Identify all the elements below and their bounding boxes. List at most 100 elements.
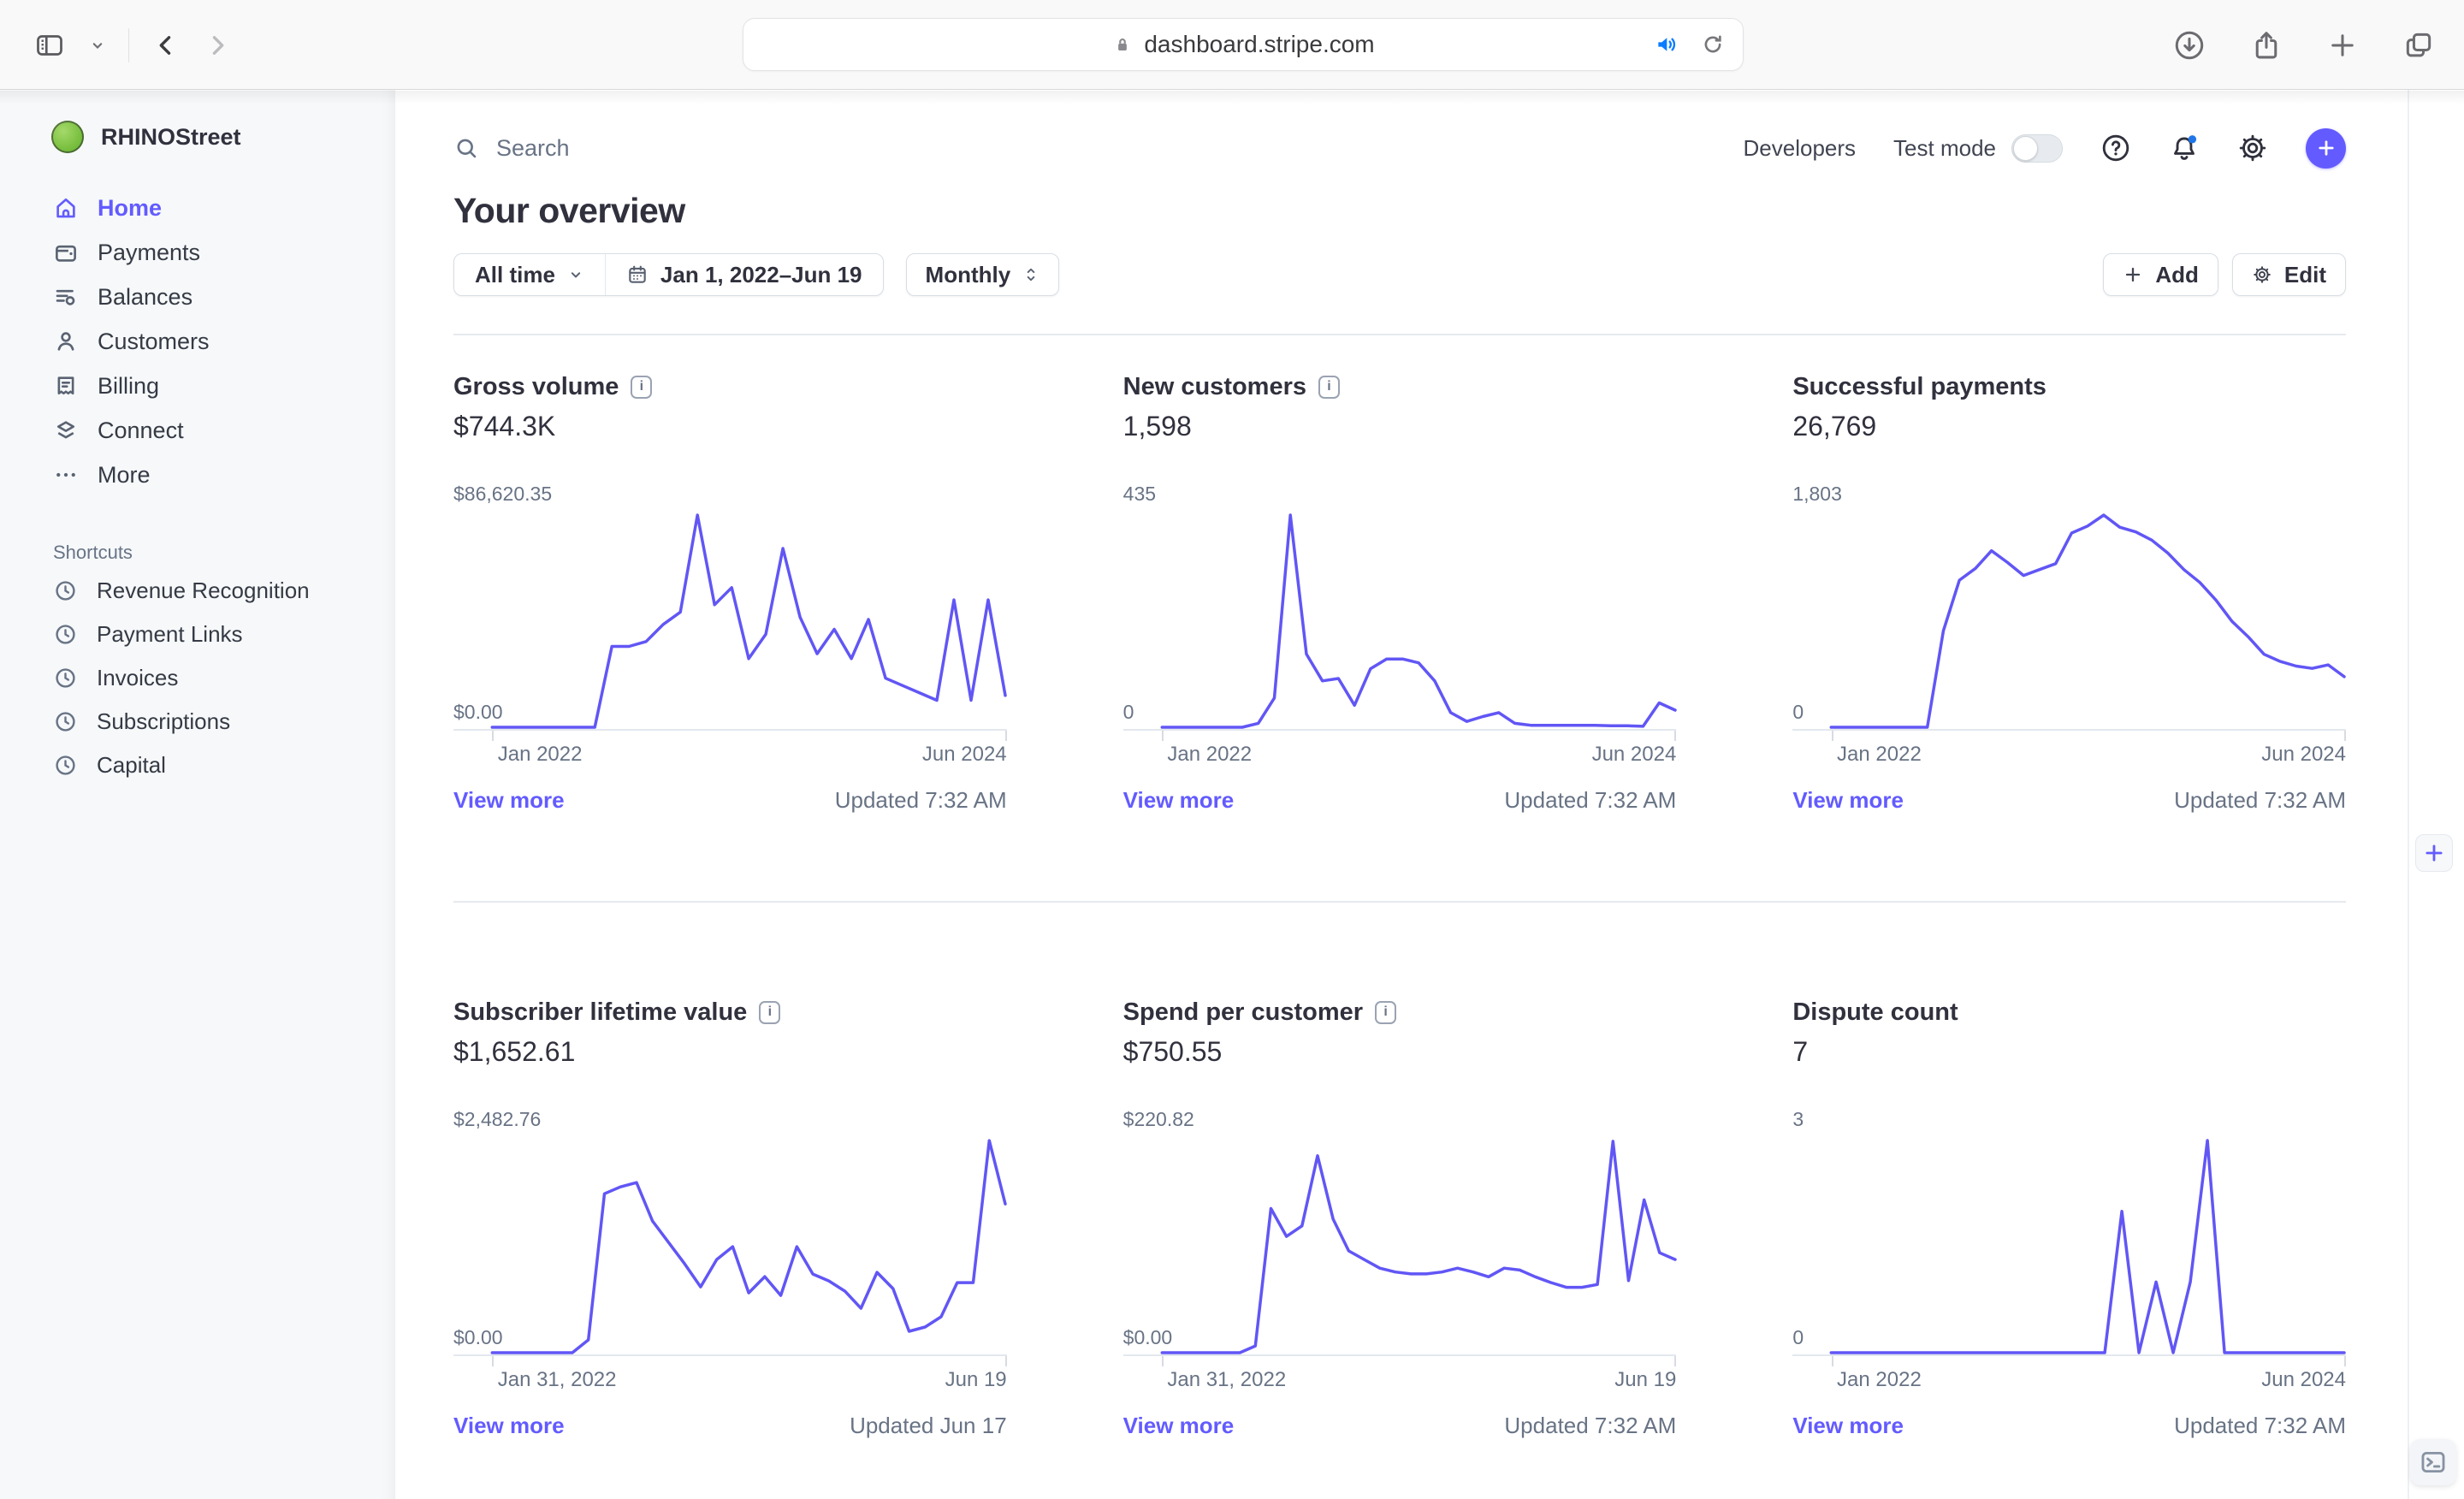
lock-icon <box>1111 33 1134 56</box>
audio-playing-icon[interactable] <box>1654 31 1681 58</box>
card-dispute-count: Dispute count 7 3 0 Jan 2022 Jun 2024 Vi… <box>1792 997 2346 1439</box>
updated-timestamp: Updated 7:32 AM <box>835 787 1007 814</box>
info-icon[interactable]: i <box>759 1001 780 1024</box>
line-chart: $0.00 <box>453 1134 1007 1356</box>
reload-icon[interactable] <box>1700 32 1726 57</box>
x-tick <box>1832 731 1833 741</box>
card-subscriber-lifetime-value: Subscriber lifetime value i $1,652.61 $2… <box>453 997 1007 1439</box>
filter-row: All time Jan 1, 2022–Jun 19 Monthly Add … <box>453 253 2346 296</box>
test-mode-label: Test mode <box>1893 135 1996 162</box>
section-divider <box>453 334 2346 335</box>
receipt-icon <box>53 373 79 399</box>
shortcut-subscriptions[interactable]: Subscriptions <box>0 700 395 744</box>
updated-timestamp: Updated 7:32 AM <box>2174 1413 2346 1439</box>
search-input[interactable]: Search <box>453 135 570 162</box>
view-more-link[interactable]: View more <box>1123 1413 1235 1439</box>
downloads-icon[interactable] <box>2173 29 2206 62</box>
home-icon <box>53 195 79 221</box>
notifications-icon[interactable] <box>2169 133 2200 163</box>
wallet-icon <box>53 240 79 265</box>
range-preset-button[interactable]: All time <box>454 254 605 295</box>
test-mode-control: Test mode <box>1893 134 2063 163</box>
view-more-link[interactable]: View more <box>1792 1413 1904 1439</box>
add-widget-button[interactable]: Add <box>2103 253 2218 296</box>
x-tick <box>1674 731 1676 741</box>
account-switcher[interactable]: RHINOStreet <box>0 90 395 153</box>
y-axis-max-label: 3 <box>1792 1108 2346 1130</box>
help-icon[interactable] <box>2100 133 2131 163</box>
info-icon[interactable]: i <box>1375 1001 1396 1024</box>
gear-icon <box>2252 264 2272 285</box>
x-tick <box>1162 1356 1164 1366</box>
sidebar-shortcuts: Revenue Recognition Payment Links Invoic… <box>0 569 395 787</box>
x-tick <box>1832 1356 1833 1366</box>
card-title: New customers <box>1123 373 1306 401</box>
address-bar[interactable]: dashboard.stripe.com <box>743 18 1744 71</box>
view-more-link[interactable]: View more <box>1792 787 1904 814</box>
tab-overview-icon[interactable] <box>2402 29 2435 62</box>
calendar-icon <box>626 264 649 286</box>
sidebar-item-more[interactable]: More <box>0 453 395 497</box>
right-rail <box>2408 90 2464 1499</box>
updated-timestamp: Updated Jun 17 <box>850 1413 1007 1439</box>
shortcut-invoices[interactable]: Invoices <box>0 656 395 700</box>
developers-link[interactable]: Developers <box>1744 135 1857 162</box>
view-more-link[interactable]: View more <box>453 787 565 814</box>
shortcut-revenue-recognition[interactable]: Revenue Recognition <box>0 569 395 613</box>
interval-select[interactable]: Monthly <box>906 253 1060 296</box>
info-icon[interactable]: i <box>1318 376 1340 399</box>
ellipsis-icon <box>53 462 79 488</box>
forward-icon[interactable] <box>203 31 232 60</box>
x-axis-end-label: Jun 19 <box>945 1368 1007 1392</box>
x-axis-end-label: Jun 2024 <box>2261 1368 2346 1392</box>
clock-icon <box>53 622 78 647</box>
shortcut-payment-links[interactable]: Payment Links <box>0 613 395 656</box>
x-axis-end-label: Jun 2024 <box>1592 743 1677 767</box>
card-title: Dispute count <box>1792 998 1958 1027</box>
browser-chrome: dashboard.stripe.com <box>0 0 2464 90</box>
sidebar-item-payments[interactable]: Payments <box>0 230 395 275</box>
x-tick <box>1005 1356 1007 1366</box>
card-value: $744.3K <box>453 411 1007 443</box>
card-value: 1,598 <box>1123 411 1677 443</box>
sidebar-menu-chevron-icon[interactable] <box>89 37 106 54</box>
x-axis-start-label: Jan 31, 2022 <box>498 1368 617 1392</box>
shortcut-capital[interactable]: Capital <box>0 744 395 787</box>
sidebar-item-connect[interactable]: Connect <box>0 408 395 453</box>
rail-add-button[interactable] <box>2415 834 2453 872</box>
x-tick <box>492 731 494 741</box>
edit-overview-button[interactable]: Edit <box>2232 253 2346 296</box>
sidebar-item-home[interactable]: Home <box>0 186 395 230</box>
create-new-button[interactable] <box>2306 128 2346 169</box>
updated-timestamp: Updated 7:32 AM <box>2174 787 2346 814</box>
balances-icon <box>53 284 79 310</box>
share-icon[interactable] <box>2250 29 2283 62</box>
sidebar-item-balances[interactable]: Balances <box>0 275 395 319</box>
date-range-button[interactable]: Jan 1, 2022–Jun 19 <box>605 254 883 295</box>
app-header: Search Developers Test mode <box>453 124 2346 172</box>
developer-console-button[interactable] <box>2410 1439 2456 1485</box>
clock-icon <box>53 709 78 734</box>
sidebar-item-customers[interactable]: Customers <box>0 319 395 364</box>
x-tick <box>492 1356 494 1366</box>
test-mode-toggle[interactable] <box>2011 134 2063 163</box>
y-axis-max-label: 435 <box>1123 483 1677 505</box>
x-tick <box>1005 731 1007 741</box>
x-tick <box>2344 1356 2346 1366</box>
y-axis-max-label: $2,482.76 <box>453 1108 1007 1130</box>
x-tick <box>1674 1356 1676 1366</box>
back-icon[interactable] <box>151 31 181 60</box>
sidebar-toggle-icon[interactable] <box>33 30 67 61</box>
toggle-knob <box>2013 136 2038 161</box>
settings-gear-icon[interactable] <box>2237 133 2268 163</box>
view-more-link[interactable]: View more <box>1123 787 1235 814</box>
info-icon[interactable]: i <box>631 376 652 399</box>
sidebar-item-billing[interactable]: Billing <box>0 364 395 408</box>
x-axis-start-label: Jan 2022 <box>1167 743 1252 767</box>
card-title: Gross volume <box>453 373 619 401</box>
new-tab-icon[interactable] <box>2327 30 2358 61</box>
account-logo <box>51 121 84 153</box>
page-title: Your overview <box>453 191 2346 231</box>
plus-icon <box>2123 264 2143 285</box>
view-more-link[interactable]: View more <box>453 1413 565 1439</box>
